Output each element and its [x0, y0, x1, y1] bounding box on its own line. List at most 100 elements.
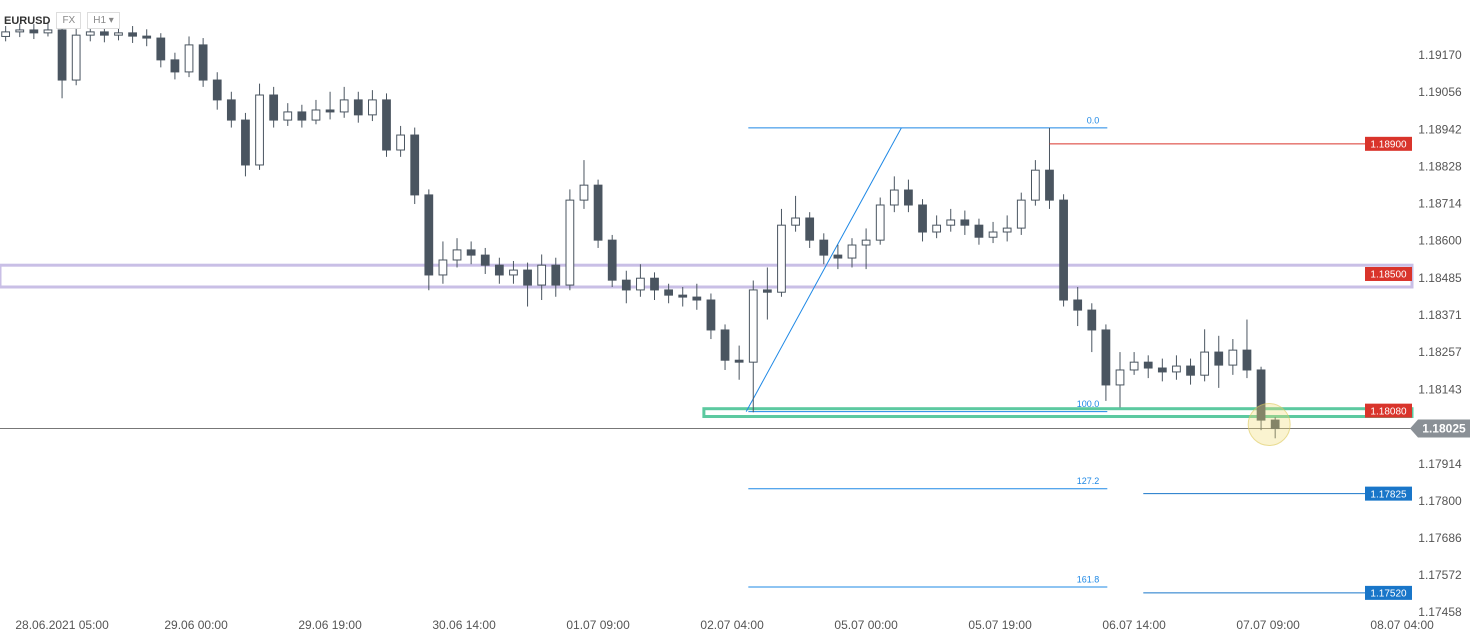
x-tick-label: 05.07 19:00 [968, 618, 1032, 632]
candle-body [452, 249, 462, 261]
candle-body [297, 111, 307, 121]
candle-body [748, 289, 758, 363]
x-tick-label: 28.06.2021 05:00 [15, 618, 109, 632]
candle-body [241, 119, 250, 166]
candle-body [593, 184, 603, 241]
price-tag [1365, 403, 1412, 418]
candle-body [537, 264, 547, 286]
zone [702, 407, 1414, 419]
candle-body [861, 239, 871, 246]
candle-body [918, 204, 927, 233]
candle-body [1002, 227, 1012, 233]
candle-body [494, 264, 504, 276]
candle-body [932, 224, 942, 233]
candle-body [1030, 169, 1040, 201]
candle-body [607, 239, 617, 281]
candle-body [269, 94, 279, 121]
candle-body [198, 44, 208, 81]
fib-level-label: 100.0 [1077, 399, 1100, 409]
candle-body [734, 359, 744, 363]
candle-body [1256, 369, 1266, 421]
candle-body [664, 289, 673, 296]
candle-body [311, 109, 321, 121]
price-tag-label: 1.17520 [1370, 589, 1407, 600]
y-tick-label: 1.19056 [1418, 85, 1462, 99]
y-tick-label: 1.17458 [1418, 605, 1462, 619]
candle-body [523, 269, 532, 286]
market: FX [56, 12, 82, 29]
x-tick-label: 05.07 00:00 [834, 618, 898, 632]
candle-body [43, 29, 53, 34]
y-tick-label: 1.18714 [1418, 197, 1462, 211]
y-tick-label: 1.17686 [1418, 531, 1462, 545]
x-tick-label: 29.06 19:00 [298, 618, 362, 632]
x-tick-label: 30.06 14:00 [432, 618, 496, 632]
candle-body [255, 94, 264, 166]
candle-body [974, 224, 984, 238]
y-tick-label: 1.17572 [1418, 568, 1462, 582]
candle-body [1045, 169, 1054, 201]
price-tag-label: 1.18900 [1370, 139, 1407, 150]
highlight [1247, 403, 1291, 447]
candle-body [57, 29, 67, 81]
candle-body [424, 194, 434, 276]
y-tick-label: 1.17800 [1418, 494, 1462, 508]
candle-body [226, 99, 236, 121]
y-tick-label: 1.18828 [1418, 159, 1462, 173]
candle-body [706, 299, 716, 331]
candle-body [833, 254, 843, 259]
symbol[interactable]: EURUSD [4, 14, 51, 27]
candle-body [1073, 299, 1083, 311]
candle-body [156, 37, 166, 61]
candle-body [1157, 367, 1167, 373]
candle-body [777, 224, 786, 293]
candle-body [100, 31, 109, 36]
candle-body [283, 111, 293, 121]
candle-body [1115, 369, 1125, 386]
y-tick-label: 1.18371 [1418, 308, 1462, 322]
candle-body [1186, 365, 1195, 376]
candle-body [128, 32, 137, 37]
timeframe-label: H1 [93, 15, 107, 26]
candle-body [1059, 199, 1068, 301]
candle-body [396, 134, 405, 151]
candle-body [805, 217, 815, 241]
price-tag [1365, 585, 1412, 600]
candle-body [960, 219, 970, 226]
price-tag-label: 1.17825 [1370, 489, 1407, 500]
candle-body [29, 29, 39, 34]
candle-body [325, 109, 335, 113]
candle-body [382, 99, 391, 151]
candle-body [875, 204, 885, 241]
candle-body [85, 31, 95, 36]
fib-level-label: 0.0 [1087, 115, 1100, 125]
price-tag-label: 1.18080 [1370, 406, 1407, 417]
candle-body [1200, 351, 1210, 376]
zone [0, 263, 1414, 289]
candle-body [184, 44, 194, 73]
last-price-label: 1.18025 [1422, 422, 1466, 436]
candle-body [551, 264, 561, 286]
candle-body [889, 189, 899, 206]
y-tick-label: 1.18942 [1418, 122, 1462, 136]
candle-body [71, 34, 81, 81]
timeframe[interactable]: H1 ▾ [87, 12, 120, 29]
candle-body [565, 199, 575, 286]
y-tick-label: 1.17914 [1418, 457, 1462, 471]
candle-body [650, 277, 659, 291]
candle-body [509, 269, 518, 276]
header: EURUSD FX H1 ▾ [4, 12, 120, 29]
price-tag-label: 1.18500 [1370, 270, 1407, 281]
y-tick-label: 1.18143 [1418, 382, 1462, 396]
candle-body [904, 189, 913, 206]
y-tick-label: 1.18485 [1418, 271, 1462, 285]
candle-body [678, 294, 688, 298]
candle-body [466, 249, 476, 256]
candle-body [1101, 329, 1111, 386]
price-tag [1365, 486, 1412, 501]
candle-body [1270, 419, 1280, 430]
x-tick-label: 29.06 00:00 [164, 618, 228, 632]
x-tick-label: 06.07 14:00 [1102, 618, 1166, 632]
candle-body [15, 29, 25, 33]
